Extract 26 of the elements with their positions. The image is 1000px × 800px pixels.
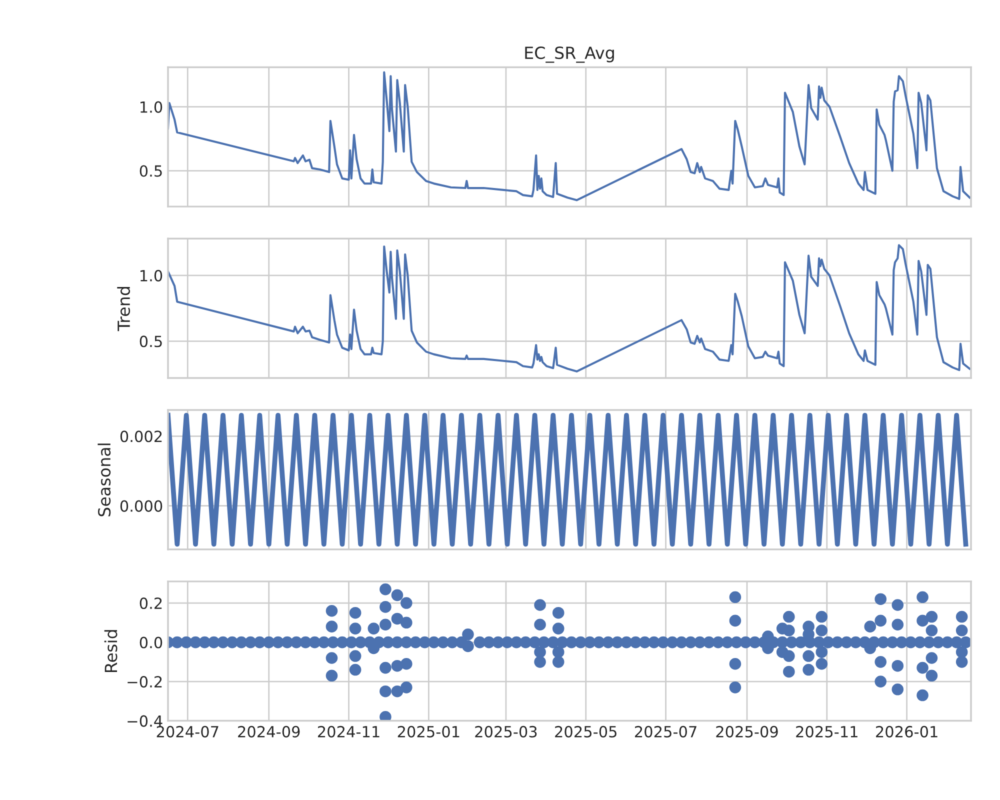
x-tick-label: 2025-07 (634, 726, 696, 738)
y-axis-title: Resid (104, 630, 118, 672)
chart-title: EC_SR_Avg (525, 46, 614, 63)
y-tick-label: 1.0 (140, 270, 162, 282)
y-tick-label: 0.2 (140, 597, 162, 610)
line-series (168, 244, 971, 372)
y-tick-label: 0.5 (140, 165, 162, 177)
line-series (168, 71, 971, 202)
y-axis-title: Seasonal (98, 444, 111, 516)
y-axis-title: Trend (117, 287, 130, 332)
y-tick-label: 0.0 (140, 636, 162, 648)
x-tick-label: 2025-05 (555, 726, 616, 738)
x-tick-label: 2025-11 (796, 726, 858, 738)
y-tick-label: 0.5 (140, 336, 162, 348)
x-tick-label: 2025-03 (475, 726, 537, 738)
x-tick-label: 2025-09 (716, 726, 778, 738)
x-tick-label: 2024-07 (156, 726, 218, 738)
y-tick-label: 0.000 (120, 500, 162, 512)
x-tick-label: 2024-11 (318, 726, 380, 738)
x-tick-label: 2026-01 (876, 726, 938, 738)
y-tick-label: −0.2 (128, 676, 162, 688)
x-tick-label: 2024-09 (238, 726, 300, 738)
y-tick-label: 0.002 (120, 430, 162, 442)
y-tick-label: 1.0 (140, 101, 162, 113)
x-tick-label: 2025-01 (398, 726, 460, 738)
y-tick-label: −0.4 (128, 715, 162, 727)
